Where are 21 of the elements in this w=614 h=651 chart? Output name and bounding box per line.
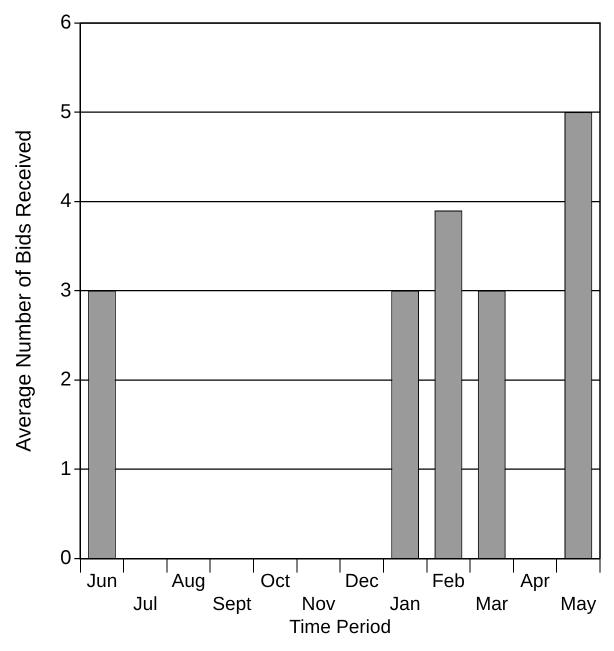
y-tick-label: 5: [60, 100, 72, 123]
x-tick-label: Aug: [172, 571, 206, 592]
x-tick-label: May: [560, 594, 597, 616]
x-tick-label: Dec: [344, 571, 379, 592]
x-axis-title: Time Period: [289, 616, 392, 638]
y-axis-title: Average Number of Bids Received: [12, 130, 36, 452]
x-tick-label: Nov: [302, 594, 336, 616]
y-tick-label: 4: [60, 190, 72, 212]
x-tick-label: Jan: [390, 594, 420, 616]
y-tick-label: 1: [60, 458, 72, 480]
x-tick-label: Sept: [212, 594, 252, 616]
y-tick-label: 2: [60, 368, 72, 391]
x-tick-label: Feb: [432, 571, 465, 592]
y-tick-label: 0: [60, 547, 72, 570]
y-tick-label: 3: [60, 279, 72, 302]
x-tick-label: Oct: [260, 571, 291, 592]
x-tick-label: Jul: [133, 594, 158, 616]
y-tick-label: 6: [60, 12, 72, 34]
x-tick-label: Mar: [475, 594, 509, 616]
x-tick-label: Apr: [520, 571, 550, 592]
x-tick-label: Jun: [86, 571, 118, 592]
